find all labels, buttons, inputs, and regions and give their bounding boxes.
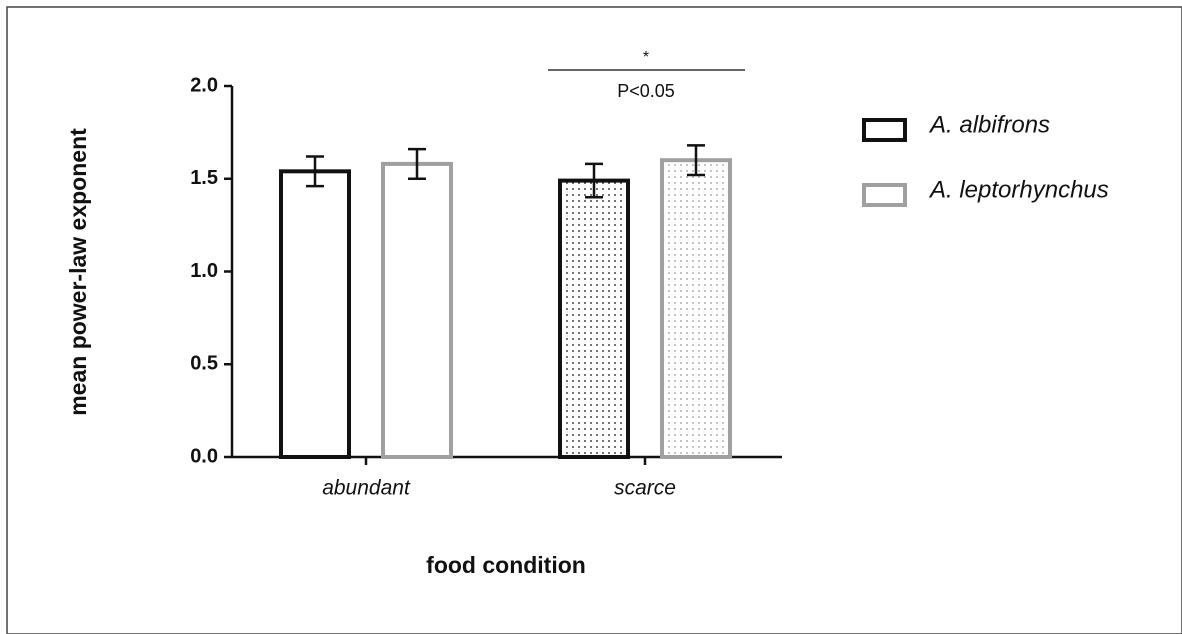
error-bar: [408, 147, 426, 180]
bar: [660, 158, 732, 459]
error-bar: [306, 155, 324, 188]
legend-swatch: [862, 118, 907, 142]
bar: [279, 169, 351, 460]
y-tick-label: 1.0: [190, 260, 218, 282]
x-tick-label: scarce: [614, 477, 676, 500]
significance-marker: *: [643, 49, 649, 66]
y-tick-label: 2.0: [190, 74, 218, 96]
y-tick-label: 1.5: [190, 167, 218, 189]
x-axis-title: food condition: [426, 552, 586, 578]
frame: [6, 6, 1182, 634]
y-axis-title: mean power-law exponent: [65, 128, 91, 416]
legend-label: A. albifrons: [928, 111, 1050, 138]
y-tick-label: 0.5: [190, 353, 218, 375]
error-bar: [687, 144, 705, 177]
x-tick-label: abundant: [322, 477, 411, 500]
y-tick-label: 0.0: [190, 445, 218, 467]
significance-text: P<0.05: [617, 81, 675, 101]
error-bar: [585, 162, 603, 199]
legend-swatch: [862, 183, 907, 207]
bar: [558, 178, 630, 459]
bar: [381, 161, 453, 459]
legend-label: A. leptorhynchus: [928, 176, 1109, 203]
